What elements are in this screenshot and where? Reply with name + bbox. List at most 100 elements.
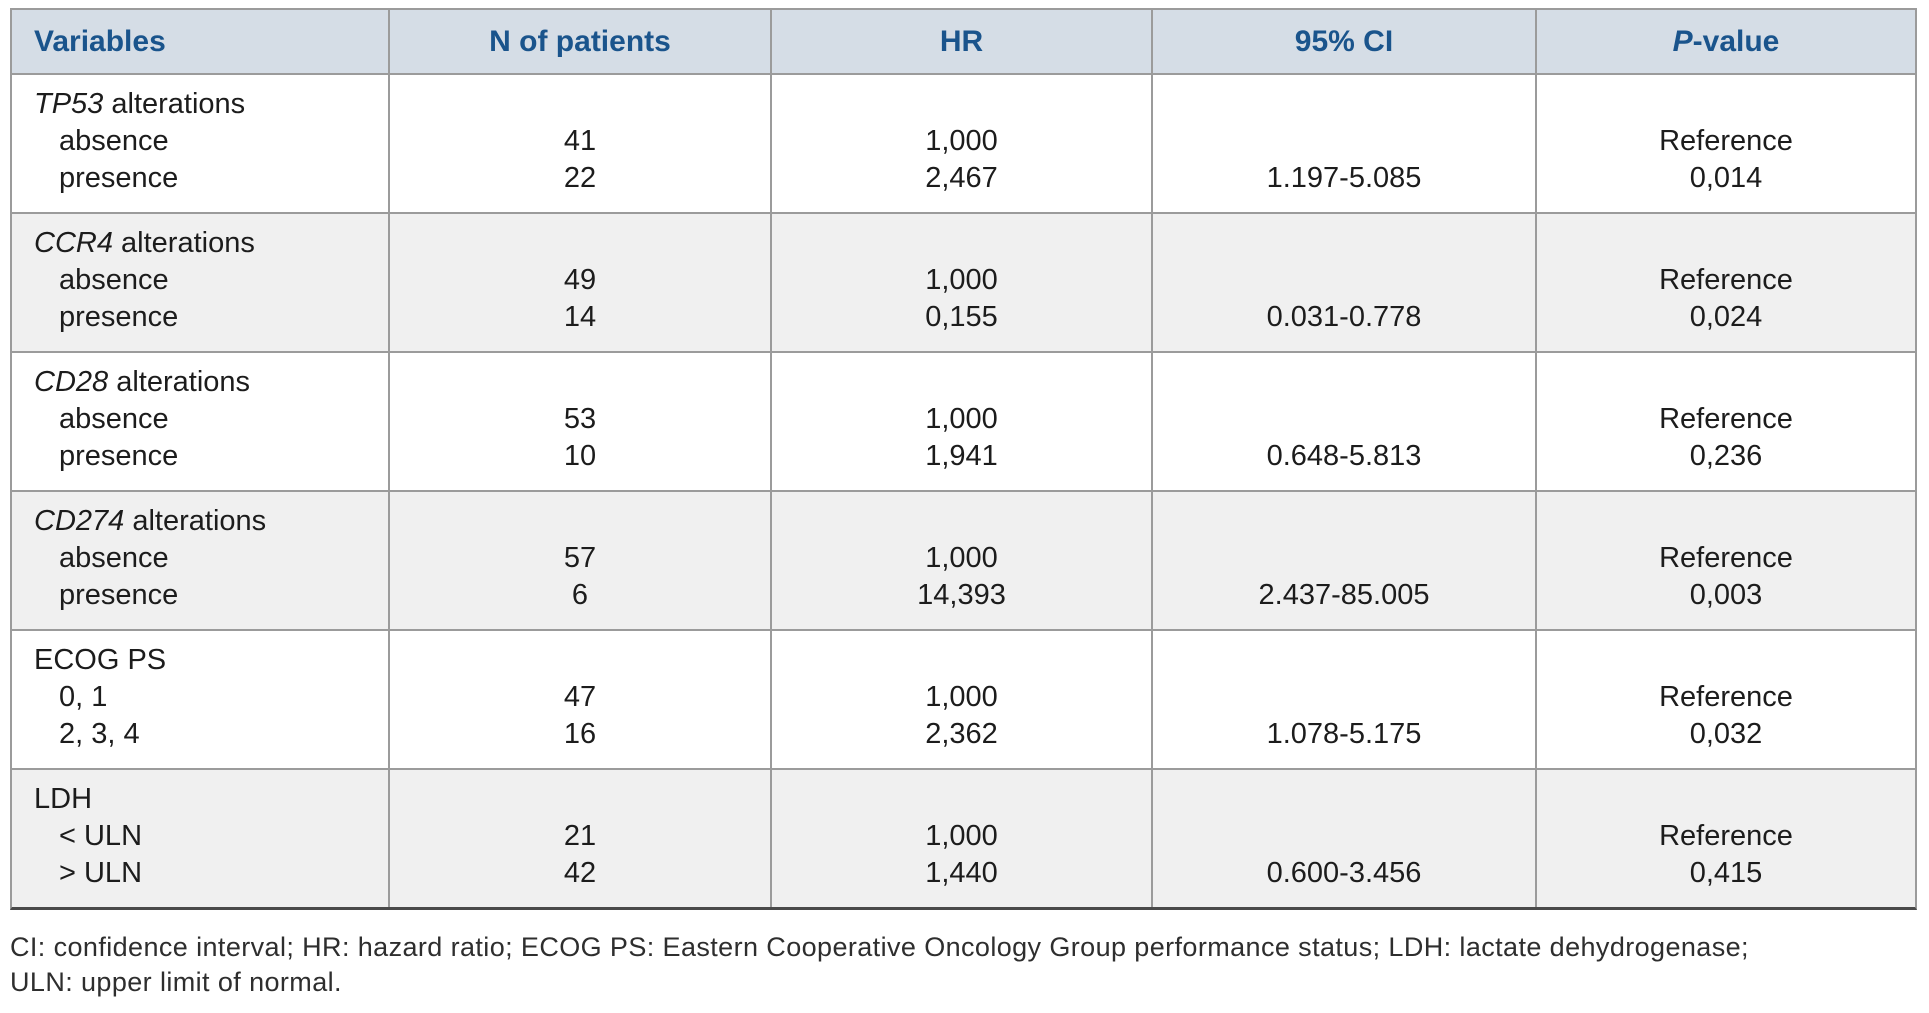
table-header-row: Variables N of patients HR 95% CI P -valu… bbox=[12, 10, 1915, 73]
variable-label: CD28 alterations bbox=[12, 364, 388, 401]
spacer-line bbox=[1153, 781, 1535, 818]
cell-hr: 1,000 0,155 bbox=[770, 214, 1151, 351]
hr-value-1: 1,000 bbox=[925, 403, 998, 435]
gene-name: CD28 bbox=[34, 366, 109, 398]
spacer-line bbox=[1537, 364, 1915, 401]
spacer-line bbox=[1537, 642, 1915, 679]
header-label-p-value-rest: -value bbox=[1692, 24, 1780, 58]
ci-value: 0.648-5.813 bbox=[1266, 440, 1422, 472]
header-cell-p-value: P -value bbox=[1535, 10, 1915, 73]
table-row: CD28 alterations absence presence 53 10 … bbox=[12, 351, 1915, 490]
variable-label-rest: alterations bbox=[108, 366, 251, 398]
n-patients-value-1: 57 bbox=[563, 542, 597, 574]
header-cell-hr: HR bbox=[770, 10, 1151, 73]
spacer-line bbox=[1537, 503, 1915, 540]
variable-sub-item-1: absence bbox=[59, 264, 169, 296]
p-value-reference: Reference bbox=[1659, 125, 1793, 157]
spacer-line bbox=[1153, 401, 1535, 438]
footnote-line-1: CI: confidence interval; HR: hazard rati… bbox=[10, 932, 1749, 962]
n-patients-value-1: 21 bbox=[563, 820, 597, 852]
hr-value-2: 14,393 bbox=[917, 579, 1006, 611]
p-value: 0,415 bbox=[1689, 857, 1763, 889]
cell-p-value: Reference 0,014 bbox=[1535, 75, 1915, 212]
table-row: TP53 alterations absence presence 41 22 … bbox=[12, 73, 1915, 212]
spacer-line bbox=[772, 225, 1151, 262]
variable-sub-item-2: > ULN bbox=[59, 857, 143, 889]
spacer-line bbox=[772, 364, 1151, 401]
gene-name: TP53 bbox=[34, 88, 104, 120]
cell-variable: TP53 alterations absence presence bbox=[12, 75, 388, 212]
cell-variable: CD28 alterations absence presence bbox=[12, 353, 388, 490]
n-patients-value-2: 14 bbox=[563, 301, 597, 333]
cell-n-of-patients: 49 14 bbox=[388, 214, 770, 351]
header-label-p: P bbox=[1672, 24, 1693, 58]
variable-label-rest: ECOG PS bbox=[34, 644, 167, 676]
ci-value: 0.031-0.778 bbox=[1266, 301, 1422, 333]
hr-value-2: 1,941 bbox=[925, 440, 998, 472]
hr-value-1: 1,000 bbox=[925, 681, 998, 713]
spacer-line bbox=[1153, 123, 1535, 160]
cell-n-of-patients: 41 22 bbox=[388, 75, 770, 212]
spacer-line bbox=[390, 86, 770, 123]
p-value-reference: Reference bbox=[1659, 681, 1793, 713]
table-row: ECOG PS 0, 1 2, 3, 4 47 16 1,000 2,362 1… bbox=[12, 629, 1915, 768]
spacer-line bbox=[1153, 225, 1535, 262]
variable-label: CCR4 alterations bbox=[12, 225, 388, 262]
variable-sub-item-2: presence bbox=[59, 579, 179, 611]
variable-label: TP53 alterations bbox=[12, 86, 388, 123]
cell-hr: 1,000 2,467 bbox=[770, 75, 1151, 212]
variable-sub-item-1: absence bbox=[59, 125, 169, 157]
hazard-ratio-table: Variables N of patients HR 95% CI P -valu… bbox=[10, 8, 1917, 910]
gene-name: CCR4 bbox=[34, 227, 113, 259]
p-value-reference: Reference bbox=[1659, 264, 1793, 296]
variable-sub-item-1: 0, 1 bbox=[59, 681, 108, 713]
cell-hr: 1,000 14,393 bbox=[770, 492, 1151, 629]
p-value: 0,024 bbox=[1689, 301, 1763, 333]
cell-95-ci: 0.031-0.778 bbox=[1151, 214, 1535, 351]
table-row: CCR4 alterations absence presence 49 14 … bbox=[12, 212, 1915, 351]
variable-label-rest: LDH bbox=[34, 783, 93, 815]
header-cell-95-ci: 95% CI bbox=[1151, 10, 1535, 73]
cell-n-of-patients: 57 6 bbox=[388, 492, 770, 629]
table-body: TP53 alterations absence presence 41 22 … bbox=[12, 73, 1915, 907]
variable-sub-item-2: presence bbox=[59, 301, 179, 333]
cell-95-ci: 0.600-3.456 bbox=[1151, 770, 1535, 907]
cell-variable: CCR4 alterations absence presence bbox=[12, 214, 388, 351]
ci-value: 2.437-85.005 bbox=[1258, 579, 1430, 611]
header-label-hr: HR bbox=[939, 24, 984, 58]
spacer-line bbox=[390, 364, 770, 401]
n-patients-value-2: 42 bbox=[563, 857, 597, 889]
n-patients-value-1: 53 bbox=[563, 403, 597, 435]
hr-value-2: 2,362 bbox=[925, 718, 998, 750]
variable-label-rest: alterations bbox=[112, 227, 255, 259]
n-patients-value-1: 49 bbox=[563, 264, 597, 296]
n-patients-value-2: 10 bbox=[563, 440, 597, 472]
spacer-line bbox=[390, 503, 770, 540]
spacer-line bbox=[390, 781, 770, 818]
p-value-reference: Reference bbox=[1659, 820, 1793, 852]
hr-value-2: 1,440 bbox=[925, 857, 998, 889]
n-patients-value-2: 6 bbox=[571, 579, 589, 611]
p-value: 0,032 bbox=[1689, 718, 1763, 750]
header-label-n-of-patients: N of patients bbox=[489, 24, 671, 58]
hr-value-2: 0,155 bbox=[925, 301, 998, 333]
hr-value-2: 2,467 bbox=[925, 162, 998, 194]
spacer-line bbox=[390, 642, 770, 679]
cell-variable: CD274 alterations absence presence bbox=[12, 492, 388, 629]
spacer-line bbox=[1153, 679, 1535, 716]
cell-95-ci: 2.437-85.005 bbox=[1151, 492, 1535, 629]
cell-p-value: Reference 0,415 bbox=[1535, 770, 1915, 907]
p-value-reference: Reference bbox=[1659, 542, 1793, 574]
variable-sub-item-2: 2, 3, 4 bbox=[59, 718, 140, 750]
variable-sub-item-1: < ULN bbox=[59, 820, 143, 852]
ci-value: 1.078-5.175 bbox=[1266, 718, 1422, 750]
cell-n-of-patients: 53 10 bbox=[388, 353, 770, 490]
spacer-line bbox=[772, 86, 1151, 123]
hr-value-1: 1,000 bbox=[925, 264, 998, 296]
spacer-line bbox=[772, 642, 1151, 679]
variable-sub-item-2: presence bbox=[59, 162, 179, 194]
hr-value-1: 1,000 bbox=[925, 820, 998, 852]
hr-value-1: 1,000 bbox=[925, 542, 998, 574]
cell-p-value: Reference 0,003 bbox=[1535, 492, 1915, 629]
